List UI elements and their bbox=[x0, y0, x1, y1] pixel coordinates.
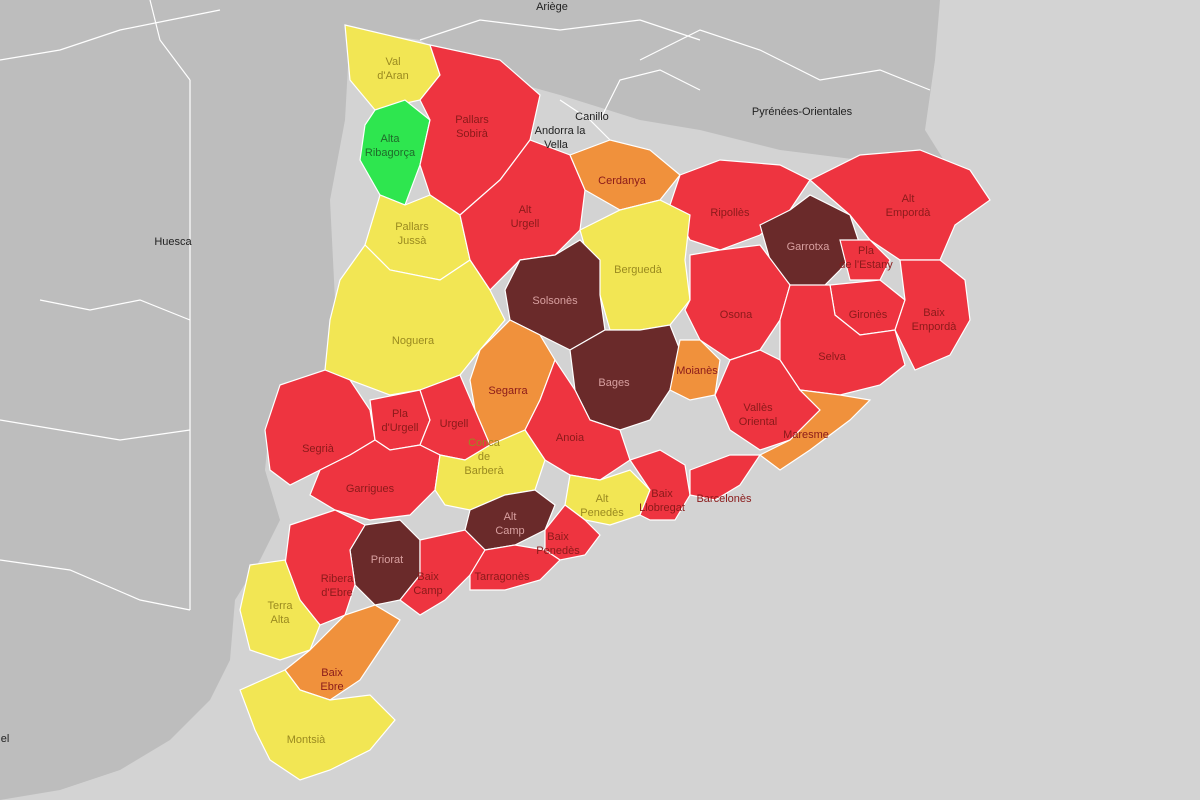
label-selva: Selva bbox=[818, 351, 846, 363]
outside-labels: Ariège Canillo Andorra la Vella Pyrénées… bbox=[1, 1, 853, 745]
region-baix-camp[interactable] bbox=[399, 529, 486, 616]
label-pla-durgell: Pla d'Urgell bbox=[382, 408, 419, 434]
label-pallars-sobira: Pallars Sobirà bbox=[455, 114, 489, 140]
label-ariege: Ariège bbox=[536, 1, 568, 13]
label-el: el bbox=[1, 733, 10, 745]
region-barcelones[interactable] bbox=[689, 454, 762, 501]
label-anoia: Anoia bbox=[556, 432, 585, 444]
land-outside bbox=[0, 0, 950, 800]
label-valles-oriental: Vallès Oriental bbox=[739, 402, 778, 428]
label-baix-ebre: Baix Ebre bbox=[320, 667, 343, 693]
label-baix-camp: Baix Camp bbox=[413, 571, 442, 597]
label-moianes: Moianès bbox=[676, 365, 718, 377]
label-maresme: Maresme bbox=[783, 429, 829, 441]
label-tarragones: Tarragonès bbox=[474, 571, 530, 583]
label-urgell: Urgell bbox=[440, 418, 469, 430]
label-ripolles: Ripollès bbox=[710, 207, 750, 219]
label-osona: Osona bbox=[720, 309, 753, 321]
label-garrigues: Garrigues bbox=[346, 483, 395, 495]
label-baix-penedes: Baix Penedès bbox=[536, 531, 580, 557]
region-montsia[interactable] bbox=[239, 669, 396, 781]
label-conca-barbera: Conca de Barberà bbox=[464, 437, 504, 477]
label-alt-emporda: Alt Empordà bbox=[886, 193, 932, 219]
label-noguera: Noguera bbox=[392, 335, 435, 347]
label-ribera-debre: Ribera d'Ebre bbox=[321, 573, 354, 599]
region-pla-estany[interactable] bbox=[839, 239, 891, 281]
region-cerdanya[interactable] bbox=[569, 139, 681, 211]
region-alt-emporda[interactable] bbox=[808, 149, 991, 261]
label-pyrenees-orientales: Pyrénées-Orientales bbox=[752, 106, 853, 118]
label-alta-ribagorca: Alta Ribagorça bbox=[365, 133, 416, 159]
region-baix-llobregat[interactable] bbox=[629, 449, 691, 521]
label-segarra: Segarra bbox=[488, 385, 528, 397]
label-andorra-la: Andorra la bbox=[535, 125, 587, 137]
label-priorat: Priorat bbox=[371, 554, 403, 566]
label-terra-alta: Terra Alta bbox=[267, 600, 293, 626]
label-alt-urgell: Alt Urgell bbox=[511, 204, 540, 230]
label-segria: Segrià bbox=[302, 443, 335, 455]
label-baix-emporda: Baix Empordà bbox=[912, 307, 958, 333]
outside-border bbox=[0, 0, 931, 611]
label-val-daran: Val d'Aran bbox=[377, 56, 408, 82]
label-vella: Vella bbox=[544, 139, 569, 151]
region-baix-emporda[interactable] bbox=[894, 259, 971, 371]
label-garrotxa: Garrotxa bbox=[787, 241, 831, 253]
label-barcelones: Barcelonès bbox=[696, 493, 752, 505]
label-pla-estany: Pla de l'Estany bbox=[839, 245, 893, 271]
label-baix-llobregat: Baix Llobregat bbox=[639, 488, 685, 514]
label-pallars-jussa: Pallars Jussà bbox=[395, 221, 429, 247]
region-maresme[interactable] bbox=[758, 389, 872, 471]
region-tarragones[interactable] bbox=[469, 544, 561, 591]
label-alt-camp: Alt Camp bbox=[495, 511, 524, 537]
label-bergueda: Berguedà bbox=[614, 264, 663, 276]
label-bages: Bages bbox=[598, 377, 630, 389]
label-canillo: Canillo bbox=[575, 111, 609, 123]
comarca-labels: Val d'Aran Alta Ribagorça Pallars Sobirà Pa… bbox=[267, 56, 957, 746]
label-solsones: Solsonès bbox=[532, 295, 578, 307]
label-cerdanya: Cerdanya bbox=[598, 175, 647, 187]
label-montsia: Montsià bbox=[287, 734, 326, 746]
comarques-layer bbox=[239, 24, 991, 781]
region-selva[interactable] bbox=[779, 284, 906, 396]
label-girones: Gironès bbox=[849, 309, 888, 321]
label-huesca: Huesca bbox=[154, 236, 192, 248]
label-alt-penedes: Alt Penedès bbox=[580, 493, 624, 519]
